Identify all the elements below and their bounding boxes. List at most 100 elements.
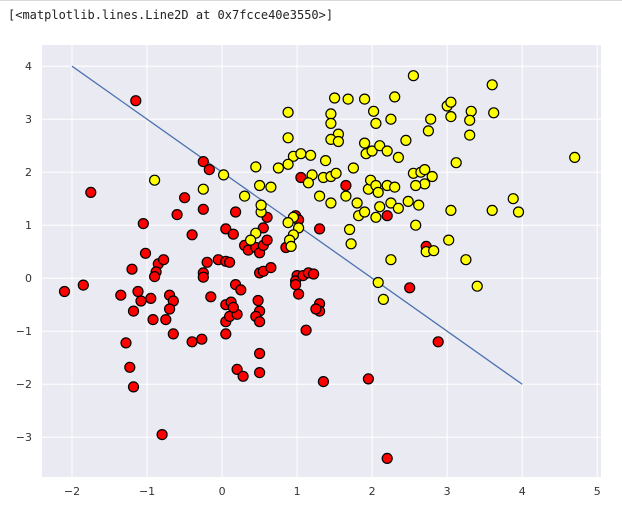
class-1-point	[351, 197, 363, 209]
class-1-point	[347, 162, 359, 174]
class-1-point	[282, 158, 294, 170]
class-0-point	[220, 223, 232, 235]
class-1-point	[377, 293, 389, 305]
class-0-point	[432, 336, 444, 348]
class-0-point	[120, 337, 132, 349]
class-1-point	[445, 204, 457, 216]
class-0-point	[130, 95, 142, 107]
tick-labels: −2 −1 0 1 2 3 4 5 −3 −2 −1 0 1 2 3 4	[16, 60, 601, 498]
class-0-point	[149, 271, 161, 283]
y-tick-label: −2	[16, 378, 32, 391]
class-1-point	[320, 155, 332, 167]
class-1-point	[389, 181, 401, 193]
class-0-point	[257, 222, 269, 234]
class-1-point	[419, 178, 431, 190]
class-0-point	[362, 373, 374, 385]
class-1-point	[197, 183, 209, 195]
class-1-point	[381, 145, 393, 157]
class-1-point	[400, 134, 412, 146]
class-1-point	[342, 93, 354, 105]
class-0-point	[261, 234, 273, 246]
class-0-point	[203, 164, 215, 176]
x-tick-label: 4	[519, 485, 526, 498]
class-1-point	[255, 199, 267, 211]
class-0-point	[132, 285, 144, 298]
class-1-point	[325, 117, 337, 130]
class-0-point	[160, 314, 172, 326]
class-1-point	[460, 254, 472, 266]
class-1-point	[413, 199, 425, 211]
y-tick-label: 0	[25, 272, 32, 285]
class-1-point	[254, 179, 266, 192]
class-1-point	[422, 125, 434, 137]
class-1-point	[464, 114, 476, 126]
class-1-point	[340, 190, 352, 202]
class-1-point	[507, 193, 519, 205]
class-1-point	[425, 113, 437, 125]
class-0-point	[158, 254, 170, 266]
class-0-point	[137, 218, 149, 230]
class-0-point	[227, 228, 239, 240]
class-0-point	[254, 367, 266, 379]
class-0-point	[220, 328, 232, 340]
x-tick-label: −2	[64, 485, 80, 498]
class-0-point	[58, 285, 71, 298]
class-0-point	[179, 192, 191, 204]
class-0-point	[404, 282, 416, 294]
class-1-point	[389, 91, 401, 103]
y-tick-label: −3	[16, 431, 32, 444]
class-1-point	[265, 181, 277, 193]
class-1-point	[426, 170, 438, 183]
y-tick-label: 2	[25, 166, 32, 179]
x-tick-label: 1	[294, 485, 301, 498]
plot-area	[42, 45, 601, 477]
class-1-point	[569, 151, 581, 163]
class-0-point	[139, 247, 152, 259]
class-1-point	[302, 177, 314, 189]
class-1-point	[282, 106, 294, 118]
class-1-point	[295, 148, 307, 160]
class-1-point	[450, 157, 462, 169]
class-0-point	[126, 263, 138, 275]
class-0-point	[156, 429, 168, 441]
class-0-point	[295, 171, 307, 184]
class-1-point	[374, 201, 386, 213]
class-1-point	[282, 217, 294, 229]
y-tick-label: 3	[25, 113, 32, 126]
class-1-point	[239, 190, 251, 202]
x-tick-label: 3	[444, 485, 451, 498]
y-tick-label: −1	[16, 325, 32, 338]
class-1-point	[385, 197, 397, 209]
class-1-point	[366, 145, 378, 157]
class-1-point	[443, 234, 455, 246]
class-1-point	[272, 162, 284, 174]
class-0-point	[205, 291, 217, 303]
class-0-point	[254, 347, 266, 360]
class-1-point	[218, 169, 230, 181]
class-0-point	[254, 316, 266, 328]
class-0-point	[167, 328, 179, 340]
x-tick-label: −1	[139, 485, 155, 498]
class-0-point	[127, 305, 140, 317]
class-1-point	[314, 190, 326, 202]
class-1-point	[512, 206, 525, 218]
class-0-point	[314, 223, 326, 235]
class-0-point	[197, 203, 209, 215]
class-0-point	[252, 294, 264, 307]
class-1-point	[410, 179, 422, 192]
class-0-point	[115, 289, 127, 301]
class-1-point	[445, 110, 457, 123]
y-tick-label: 4	[25, 60, 32, 73]
class-1-point	[250, 161, 262, 173]
cell-top-border	[0, 0, 622, 1]
class-1-point	[359, 206, 371, 218]
class-1-point	[488, 107, 500, 119]
class-1-point	[305, 149, 317, 161]
class-1-point	[344, 223, 356, 236]
class-1-point	[372, 186, 384, 198]
class-1-point	[370, 211, 382, 223]
class-0-point	[135, 295, 147, 307]
class-0-point	[197, 271, 209, 283]
class-0-point	[340, 179, 352, 192]
